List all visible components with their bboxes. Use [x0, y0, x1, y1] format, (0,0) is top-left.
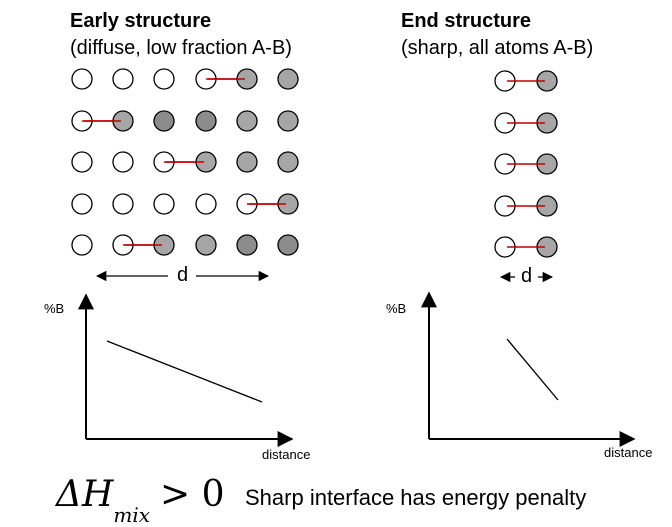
atom-a	[195, 193, 217, 215]
right-subtitle: (sharp, all atoms A-B)	[401, 37, 594, 59]
atom-a	[112, 68, 134, 90]
left-atom-grid	[71, 68, 299, 256]
atom-b	[195, 110, 217, 132]
footer-caption: Sharp interface has energy penalty	[245, 485, 587, 510]
atom-b	[277, 151, 299, 173]
enthalpy-relation: > 0	[160, 474, 225, 515]
atom-b	[236, 234, 258, 256]
atom-b	[195, 234, 217, 256]
atom-a	[112, 151, 134, 173]
enthalpy-equation: ΔHmix > 0	[56, 474, 225, 526]
right-title: End structure	[401, 10, 532, 32]
atom-b	[277, 68, 299, 90]
left-title: Early structure	[70, 10, 212, 32]
left-subtitle: (diffuse, low fraction A-B)	[70, 37, 292, 59]
atom-b	[236, 110, 258, 132]
right-atom-pairs	[494, 70, 558, 258]
atom-b	[277, 110, 299, 132]
left-graph-trend-line	[106, 340, 263, 403]
atom-a	[112, 193, 134, 215]
atom-b	[153, 110, 175, 132]
atom-b	[236, 151, 258, 173]
left-distance-label: d	[177, 264, 189, 286]
atom-a	[71, 193, 93, 215]
left-graph-x-label: distance	[262, 447, 311, 462]
atom-b	[277, 234, 299, 256]
atom-a	[71, 151, 93, 173]
right-graph-trend-line	[506, 338, 559, 401]
atom-a	[153, 68, 175, 90]
right-distance-label: d	[521, 265, 533, 287]
right-graph-x-label: distance	[604, 445, 653, 460]
left-graph-y-label: %B	[44, 301, 65, 316]
enthalpy-symbol: ΔH	[56, 474, 114, 515]
enthalpy-subscript: mix	[113, 503, 151, 527]
atom-a	[71, 68, 93, 90]
atom-a	[71, 234, 93, 256]
right-graph-y-label: %B	[386, 301, 407, 316]
atom-a	[153, 193, 175, 215]
